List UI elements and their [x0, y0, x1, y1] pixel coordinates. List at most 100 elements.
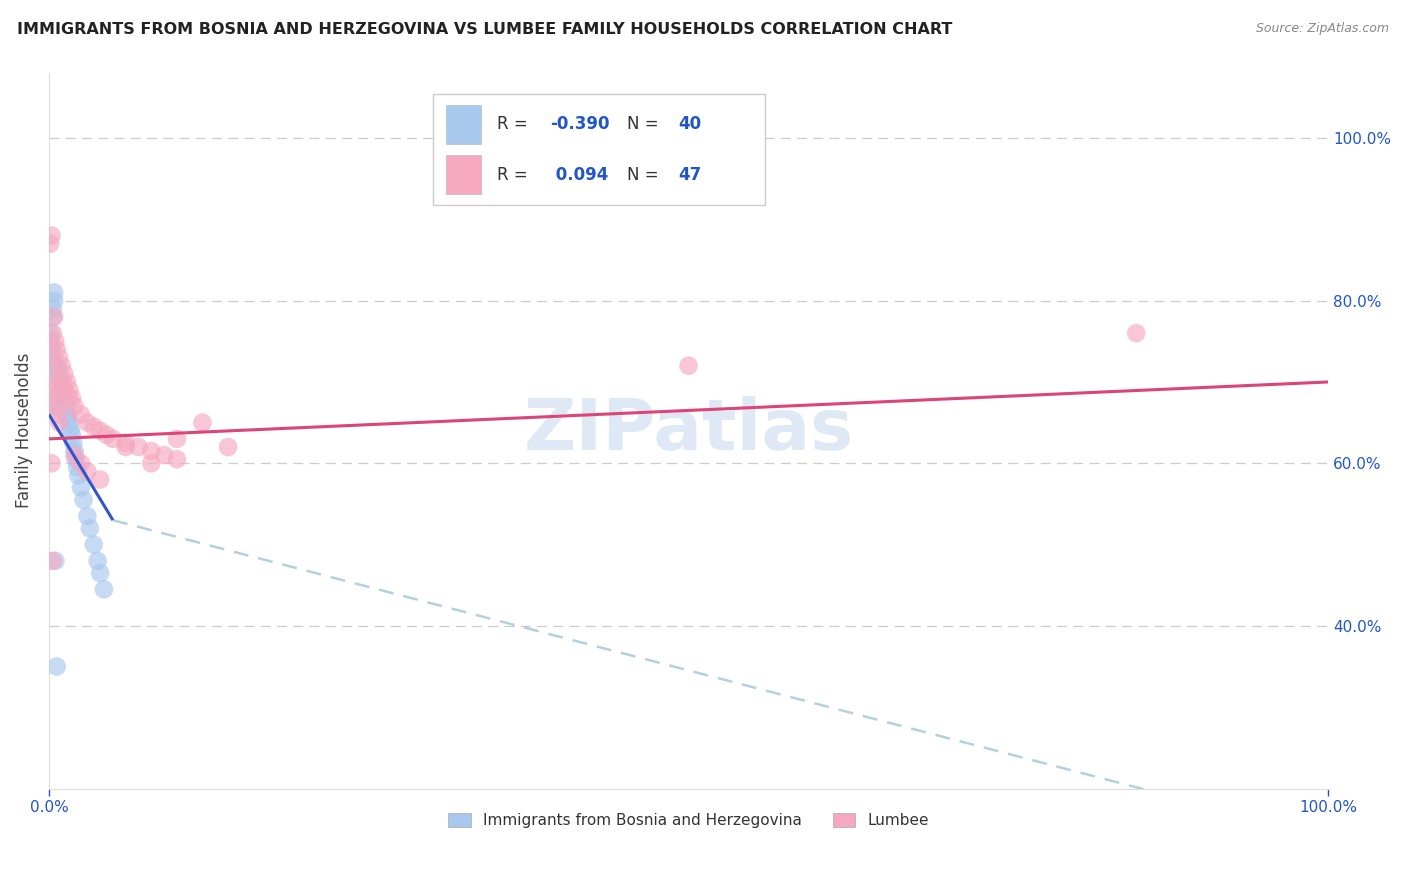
Point: [41, 351, 63, 365]
Point: [678, 359, 700, 373]
Text: N =: N =: [627, 115, 664, 134]
Point: [52, 383, 75, 397]
Point: [89, 473, 111, 487]
Point: [96, 427, 118, 442]
Point: [41, 456, 63, 470]
Point: [44, 367, 66, 381]
Point: [141, 444, 163, 458]
Point: [56, 375, 79, 389]
Point: [86, 554, 108, 568]
Point: [42, 326, 65, 341]
Point: [42, 285, 65, 300]
Point: [59, 424, 82, 438]
Point: [41, 228, 63, 243]
Point: [83, 538, 105, 552]
Point: [58, 383, 80, 397]
Bar: [446, 105, 481, 145]
Point: [89, 424, 111, 438]
Point: [44, 391, 66, 405]
Text: R =: R =: [496, 166, 533, 184]
Point: [67, 468, 90, 483]
Point: [93, 582, 115, 597]
Point: [56, 391, 79, 405]
Point: [76, 464, 98, 478]
Point: [191, 416, 214, 430]
Point: [41, 400, 63, 414]
Point: [153, 448, 176, 462]
Point: [70, 456, 93, 470]
Point: [42, 554, 65, 568]
Point: [128, 440, 150, 454]
Point: [42, 310, 65, 324]
Point: [63, 448, 86, 462]
Point: [62, 436, 84, 450]
Point: [45, 400, 67, 414]
Point: [46, 408, 69, 422]
Point: [41, 343, 63, 357]
Point: [1125, 326, 1147, 341]
Text: Source: ZipAtlas.com: Source: ZipAtlas.com: [1256, 22, 1389, 36]
Point: [42, 375, 65, 389]
Point: [42, 359, 65, 373]
Point: [63, 444, 86, 458]
Point: [46, 363, 69, 377]
Point: [49, 375, 72, 389]
Point: [51, 359, 73, 373]
Point: [42, 310, 65, 324]
Point: [58, 417, 80, 432]
Point: [141, 456, 163, 470]
Point: [60, 427, 83, 442]
Text: 40: 40: [678, 115, 702, 134]
Point: [76, 509, 98, 524]
Point: [51, 379, 73, 393]
Point: [66, 460, 89, 475]
Point: [53, 367, 76, 381]
Point: [83, 419, 105, 434]
Point: [65, 452, 87, 467]
Point: [39, 326, 62, 341]
Point: [79, 521, 101, 535]
Point: [45, 359, 67, 373]
Point: [70, 408, 93, 422]
Point: [70, 481, 93, 495]
Point: [53, 391, 76, 405]
Text: 0.094: 0.094: [550, 166, 609, 184]
Point: [39, 334, 62, 349]
Legend: Immigrants from Bosnia and Herzegovina, Lumbee: Immigrants from Bosnia and Herzegovina, …: [441, 807, 935, 835]
Point: [48, 351, 70, 365]
Bar: [446, 155, 481, 194]
Point: [166, 432, 188, 446]
Point: [42, 293, 65, 308]
Point: [44, 334, 66, 349]
Point: [53, 383, 76, 397]
Point: [63, 400, 86, 414]
FancyBboxPatch shape: [433, 95, 765, 205]
Point: [39, 236, 62, 251]
Text: IMMIGRANTS FROM BOSNIA AND HERZEGOVINA VS LUMBEE FAMILY HOUSEHOLDS CORRELATION C: IMMIGRANTS FROM BOSNIA AND HERZEGOVINA V…: [17, 22, 952, 37]
Point: [55, 400, 77, 414]
Point: [114, 436, 136, 450]
Point: [51, 375, 73, 389]
Text: 47: 47: [678, 166, 702, 184]
Point: [48, 371, 70, 385]
Point: [101, 432, 124, 446]
Point: [45, 659, 67, 673]
Text: N =: N =: [627, 166, 664, 184]
Text: ZIPatlas: ZIPatlas: [523, 396, 853, 466]
Point: [45, 343, 67, 357]
Text: -0.390: -0.390: [550, 115, 610, 134]
Point: [56, 408, 79, 422]
Point: [60, 391, 83, 405]
Point: [89, 566, 111, 580]
Text: R =: R =: [496, 115, 533, 134]
Point: [114, 440, 136, 454]
Point: [76, 416, 98, 430]
Point: [166, 452, 188, 467]
Point: [42, 391, 65, 405]
Y-axis label: Family Households: Family Households: [15, 353, 32, 508]
Point: [217, 440, 239, 454]
Point: [44, 554, 66, 568]
Point: [56, 411, 79, 425]
Point: [41, 383, 63, 397]
Point: [42, 301, 65, 316]
